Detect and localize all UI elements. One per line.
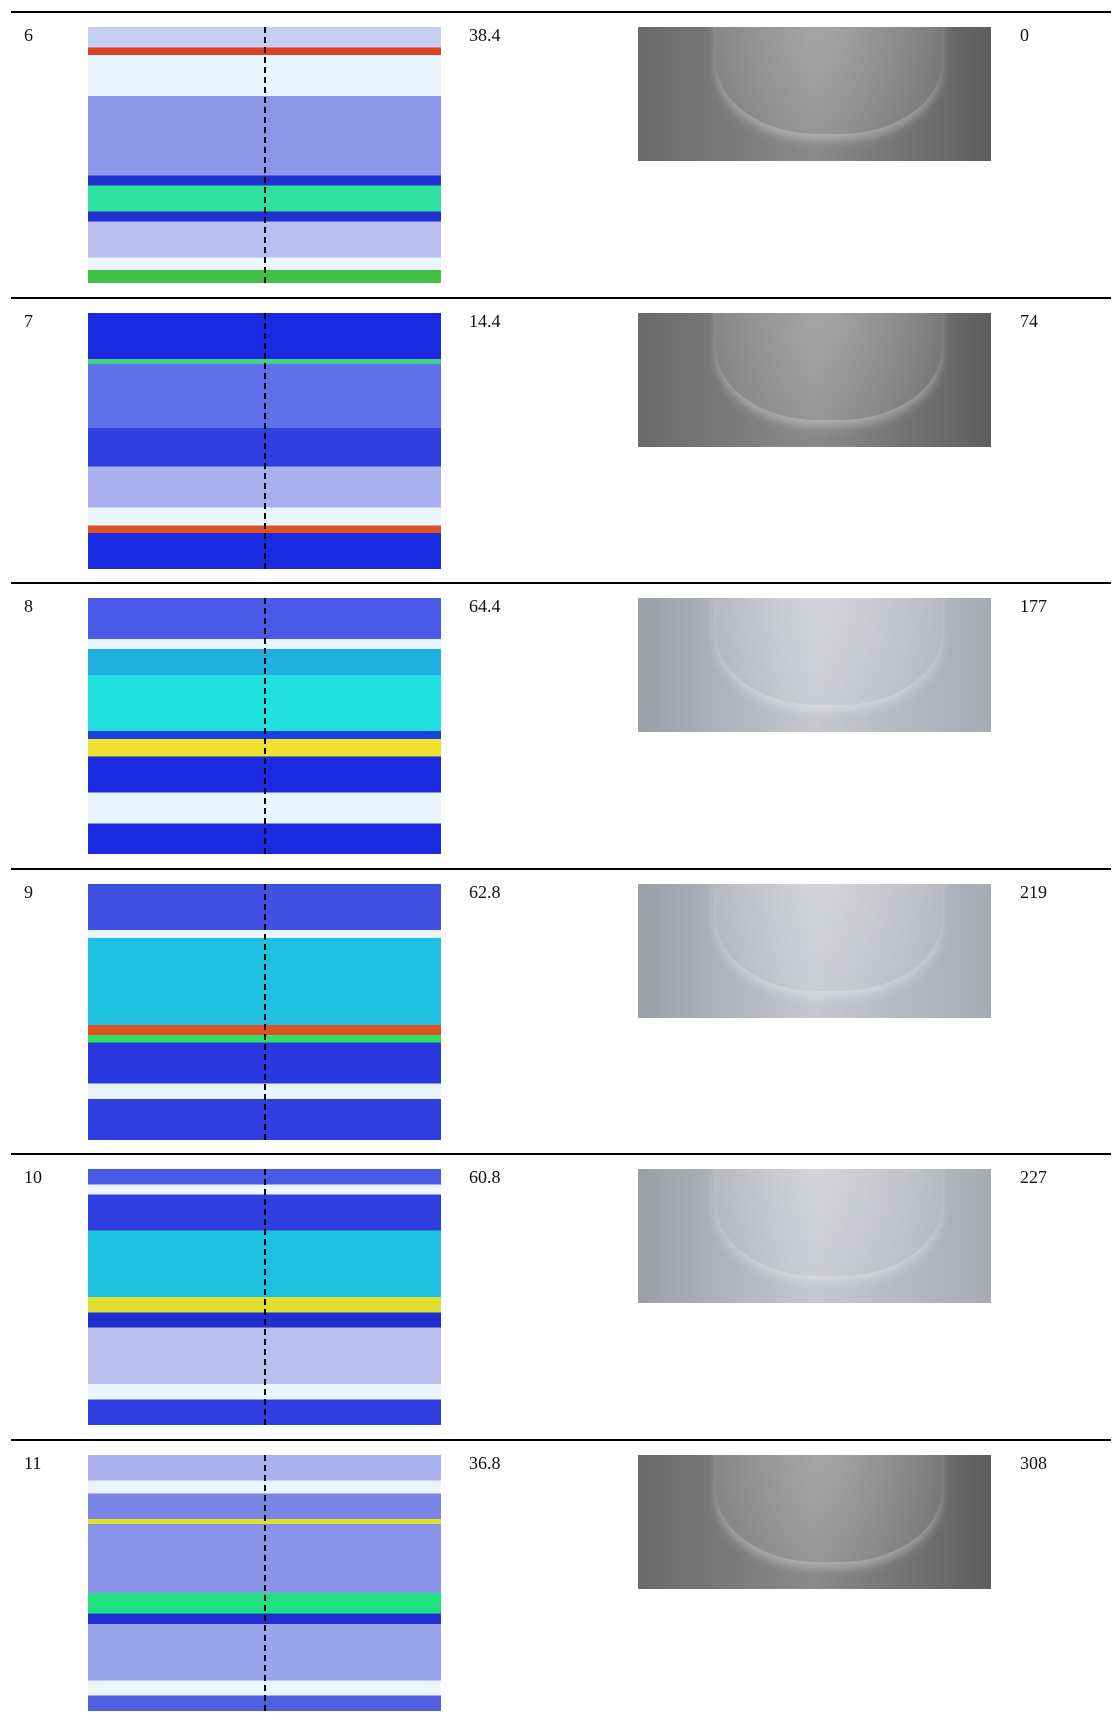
heatmap-image xyxy=(88,27,441,283)
cross-section-photo xyxy=(638,312,991,447)
count: 227 xyxy=(1020,1167,1047,1187)
heatmap-image xyxy=(88,1169,441,1425)
heatmap-image xyxy=(88,312,441,569)
table-row: 11 36.8 308 xyxy=(11,1438,1111,1726)
heatmap-image xyxy=(88,883,441,1140)
value: 64.4 xyxy=(469,596,501,616)
count: 0 xyxy=(1020,25,1029,45)
count: 74 xyxy=(1020,310,1038,331)
count: 308 xyxy=(1020,1452,1047,1473)
row-id: 11 xyxy=(24,1452,42,1473)
cross-section-photo xyxy=(638,883,991,1018)
table-row: 8 64.4 177 xyxy=(11,582,1111,869)
table-row: 10 60.8 227 xyxy=(11,1153,1111,1440)
value: 60.8 xyxy=(469,1167,501,1187)
cross-section-photo xyxy=(638,1169,991,1303)
row-id: 10 xyxy=(24,1167,42,1187)
value: 62.8 xyxy=(469,881,501,902)
cross-section-photo xyxy=(638,27,991,161)
value: 38.4 xyxy=(469,25,501,45)
value: 14.4 xyxy=(469,310,501,331)
row-id: 7 xyxy=(24,310,33,331)
cross-section-photo xyxy=(638,1454,991,1589)
table-row: 6 38.4 0 xyxy=(11,11,1111,298)
value: 36.8 xyxy=(469,1452,501,1473)
count: 177 xyxy=(1020,596,1047,616)
row-id: 8 xyxy=(24,596,33,616)
cross-section-photo xyxy=(638,598,991,732)
table-row: 7 14.4 74 xyxy=(11,296,1111,584)
heatmap-image xyxy=(88,1454,441,1711)
row-id: 6 xyxy=(24,25,33,45)
row-id: 9 xyxy=(24,881,33,902)
heatmap-image xyxy=(88,598,441,854)
count: 219 xyxy=(1020,881,1047,902)
table-row: 9 62.8 219 xyxy=(11,867,1111,1155)
